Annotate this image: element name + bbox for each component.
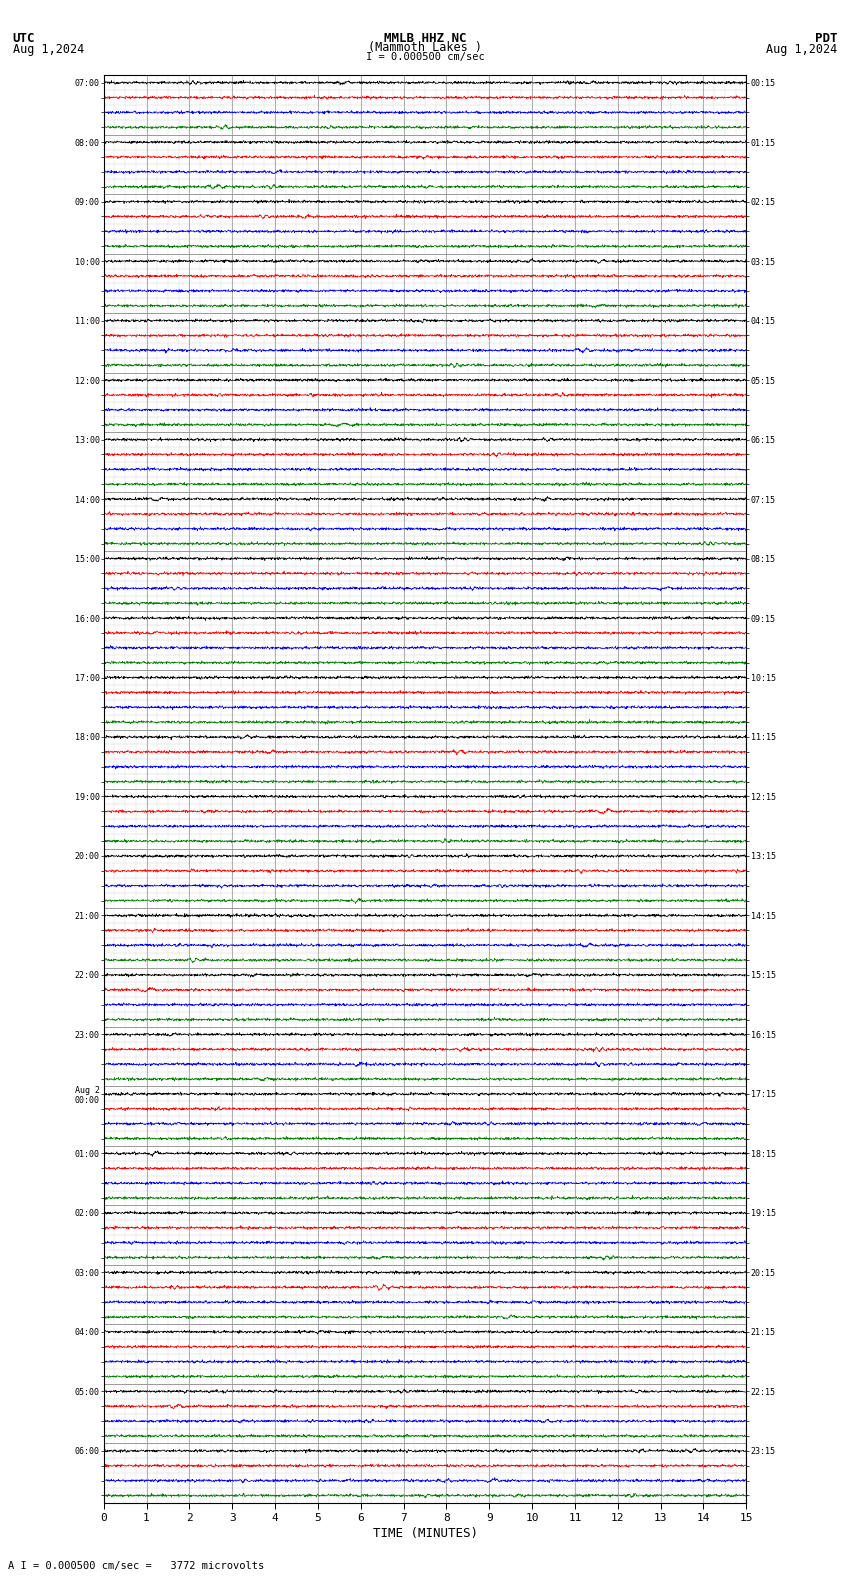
Text: I = 0.000500 cm/sec: I = 0.000500 cm/sec	[366, 52, 484, 62]
Text: PDT: PDT	[815, 32, 837, 44]
Text: A I = 0.000500 cm/sec =   3772 microvolts: A I = 0.000500 cm/sec = 3772 microvolts	[8, 1562, 264, 1571]
Text: (Mammoth Lakes ): (Mammoth Lakes )	[368, 41, 482, 54]
Text: UTC: UTC	[13, 32, 35, 44]
Text: MMLB HHZ NC: MMLB HHZ NC	[383, 32, 467, 44]
Text: Aug 1,2024: Aug 1,2024	[766, 43, 837, 55]
X-axis label: TIME (MINUTES): TIME (MINUTES)	[372, 1527, 478, 1541]
Text: Aug 1,2024: Aug 1,2024	[13, 43, 84, 55]
